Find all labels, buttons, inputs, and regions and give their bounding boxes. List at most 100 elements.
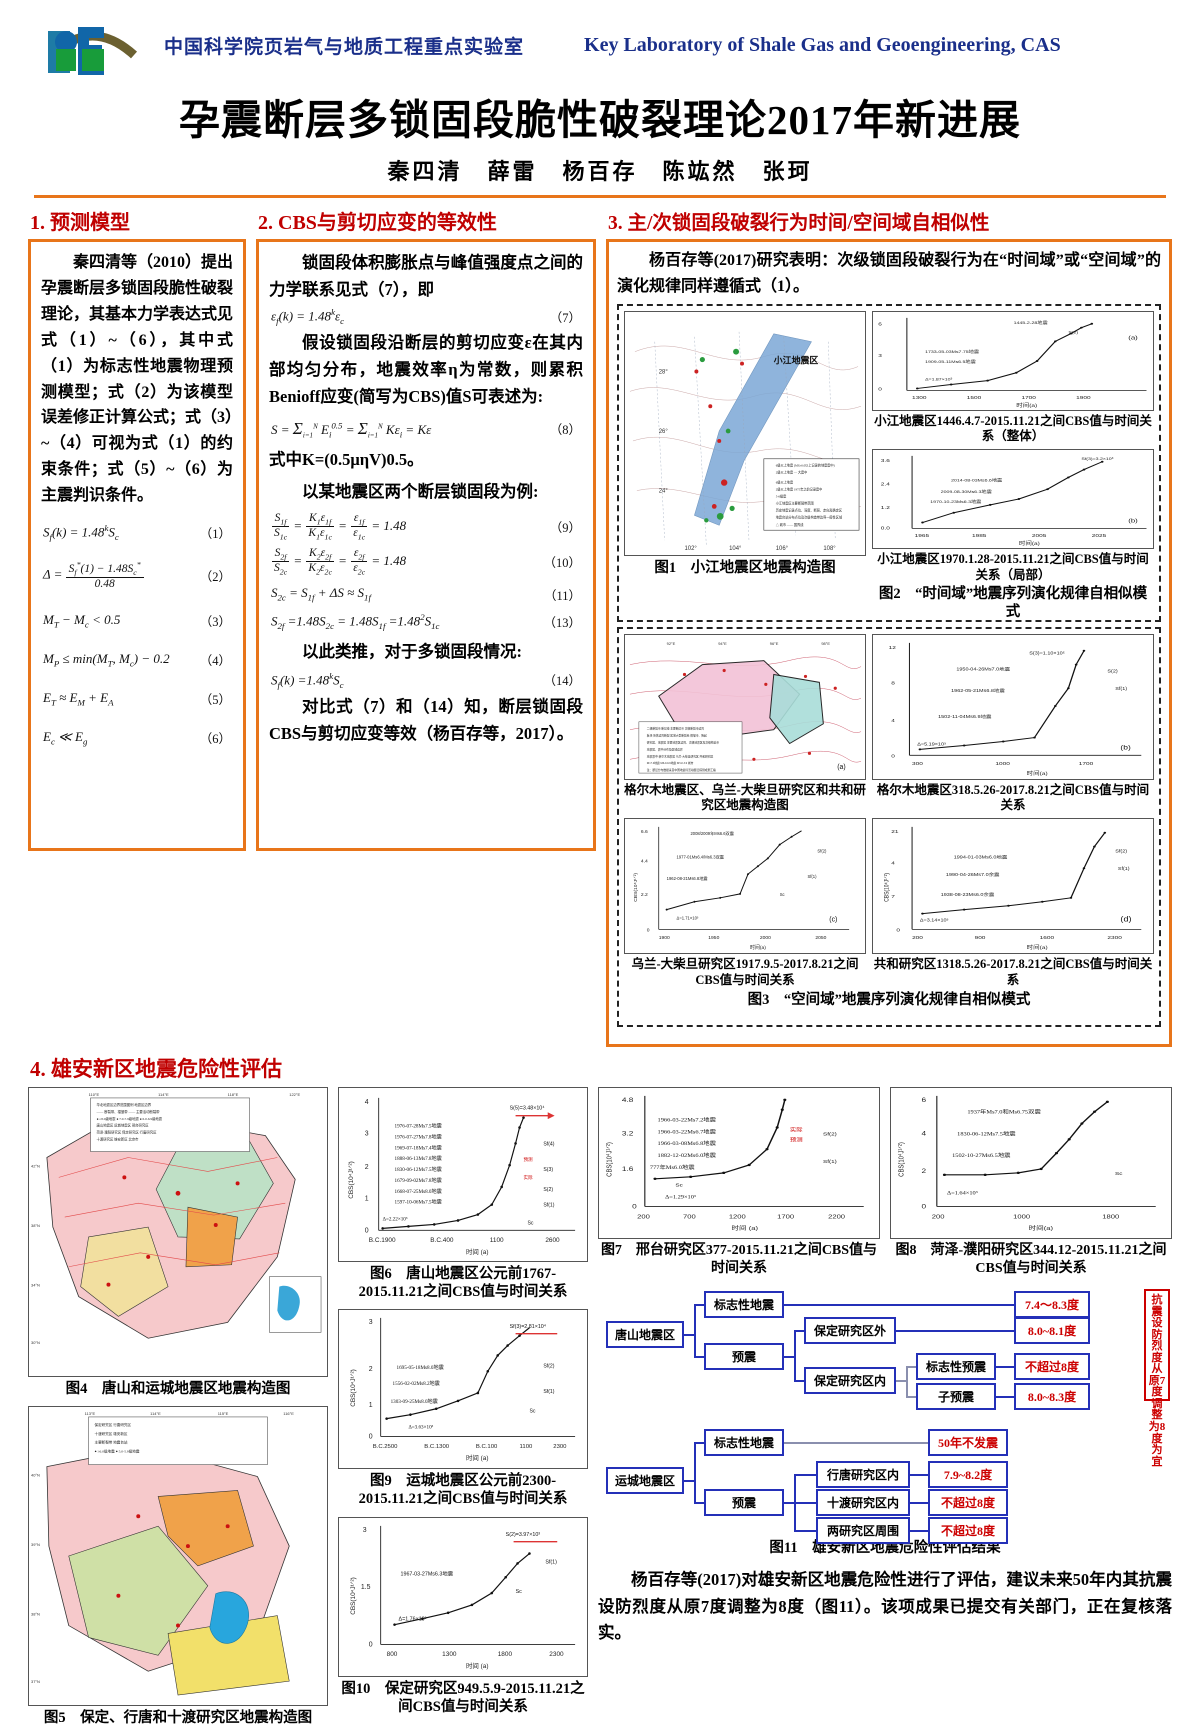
svg-text:小江地震区: 小江地震区 bbox=[773, 354, 819, 365]
svg-text:S(3)=1.10×10⁵: S(3)=1.10×10⁵ bbox=[1029, 651, 1065, 656]
svg-text:2200: 2200 bbox=[828, 1214, 845, 1220]
svg-text:注：断层分布数据来自中国地震局活动断层探测成果汇编: 注：断层分布数据来自中国地震局活动断层探测成果汇编 bbox=[647, 768, 716, 772]
svg-text:Sf(3)=3.2×10³: Sf(3)=3.2×10³ bbox=[1081, 456, 1114, 460]
figure-2-group: 小江地震区 28° 26° 24° 102° 104° 106° 108° bbox=[617, 303, 1161, 622]
svg-text:800: 800 bbox=[387, 1651, 398, 1658]
fc-node-sub-foreshock[interactable]: 子预震 bbox=[916, 1383, 996, 1410]
fc-node-foreshock-1[interactable]: 预震 bbox=[704, 1343, 784, 1370]
figure-2b-chart: 3.6 2.4 1.2 0.0 1965 1985 2005 2025 时间(a… bbox=[872, 449, 1154, 550]
figure-6-chart: 4 3 2 1 0 CBS(10⁴J¹ᐟ²) B.C.1900 B.C.400 … bbox=[338, 1087, 588, 1262]
fc-node-marker-foreshock[interactable]: 标志性预震 bbox=[916, 1353, 996, 1380]
svg-text:900: 900 bbox=[975, 936, 986, 941]
svg-text:116°E: 116°E bbox=[283, 1411, 294, 1416]
section-2-p5: 以此类推，对于多锁固段情况: bbox=[302, 641, 522, 661]
figure-3d-block: 21 4 7 0 200 900 1600 2300 时间(a) CBS(1 bbox=[872, 818, 1154, 988]
svg-text:1700: 1700 bbox=[777, 1214, 794, 1220]
section-4-charts-right: 4.8 3.2 1.6 0 CBS(10⁴J¹ᐟ²) 200 700 1200 … bbox=[598, 1087, 1172, 1646]
svg-text:Δ=1.76×10³: Δ=1.76×10³ bbox=[399, 1616, 427, 1622]
section-1-paragraph: 秦四清等（2010）提出孕震断层多锁固段脆性破裂理论，其基本力学表达式见式（1）… bbox=[41, 254, 234, 505]
svg-text:1500: 1500 bbox=[967, 396, 981, 401]
svg-text:(a): (a) bbox=[1128, 335, 1138, 341]
svg-text:实际: 实际 bbox=[524, 1174, 534, 1181]
fc-value-2: 8.0~8.1度 bbox=[1014, 1317, 1090, 1344]
svg-text:1700: 1700 bbox=[1021, 396, 1035, 401]
svg-text:0: 0 bbox=[922, 1202, 927, 1210]
svg-text:十渡研究区 雄安新区 北京市: 十渡研究区 雄安新区 北京市 bbox=[97, 1137, 140, 1142]
svg-text:0: 0 bbox=[647, 927, 650, 933]
figure-3c-chart: 6.6 4.4 2.2 0 1900 1950 2000 2050 时间(a) bbox=[624, 818, 866, 955]
svg-text:Δ=1.64×10³: Δ=1.64×10³ bbox=[947, 1191, 978, 1196]
section-4-columns: 华北地震区边界范围图例 地震区边界 —— 断裂带、褶皱带 —— 主要活动断裂带 … bbox=[28, 1087, 1172, 1727]
fc-node-xingtang[interactable]: 行唐研究区内 bbox=[816, 1461, 910, 1488]
svg-text:时间 (a): 时间 (a) bbox=[466, 1661, 489, 1670]
figure-3d-chart: 21 4 7 0 200 900 1600 2300 时间(a) CBS(1 bbox=[872, 818, 1154, 955]
fc-node-around-two-zones[interactable]: 两研究区周围 bbox=[816, 1517, 910, 1544]
svg-text:114°E: 114°E bbox=[158, 1092, 169, 1097]
svg-text:2600: 2600 bbox=[545, 1237, 560, 1244]
svg-text:8: 8 bbox=[891, 681, 895, 686]
fc-node-marker-quake-2[interactable]: 标志性地震 bbox=[704, 1429, 784, 1456]
figure-10-caption: 图10 保定研究区949.5.9-2015.11.21之间CBS值与时间关系 bbox=[341, 1680, 585, 1715]
svg-text:2050: 2050 bbox=[815, 935, 826, 941]
svg-text:Sf(3)=2.81×10⁴: Sf(3)=2.81×10⁴ bbox=[510, 1324, 547, 1330]
figure-7-caption: 图7 邢台研究区377-2015.11.21之间CBS值与时间关系 bbox=[600, 1243, 878, 1276]
fc-node-shidu[interactable]: 十渡研究区内 bbox=[816, 1489, 910, 1516]
svg-text:二级断裂带 断层线 主要断层带 次级断裂带边界: 二级断裂带 断层线 主要断层带 次级断裂带边界 bbox=[647, 727, 704, 731]
svg-text:1937年Ms7.0和Ms6.75双震: 1937年Ms7.0和Ms6.75双震 bbox=[967, 1108, 1041, 1115]
column-2: 2. CBS与剪切应变的等效性 锁固段体积膨胀点与峰值强度点之间的力学联系见式（… bbox=[256, 200, 596, 851]
svg-text:94°E: 94°E bbox=[718, 641, 727, 646]
svg-text:Sc: Sc bbox=[527, 1220, 533, 1226]
svg-text:Sf(2): Sf(2) bbox=[817, 849, 827, 854]
svg-text:地震区、震中分布及区域边界: 地震区、震中分布及区域边界 bbox=[647, 747, 683, 751]
svg-text:2300: 2300 bbox=[549, 1651, 564, 1658]
svg-text:3: 3 bbox=[369, 1319, 373, 1326]
svg-text:38°N: 38°N bbox=[31, 1223, 40, 1228]
svg-text:1962-05-21Ms6.8地震: 1962-05-21Ms6.8地震 bbox=[951, 688, 1005, 694]
equation-11: S2c = S1f + ΔS ≈ S1f （11） bbox=[271, 585, 581, 604]
svg-text:3.2: 3.2 bbox=[622, 1129, 633, 1137]
svg-text:Sf(2): Sf(2) bbox=[1115, 849, 1127, 854]
figure-3b-block: 12 8 4 0 300 1000 1700 时间(a) CBS(10⁴J¹ᐟ²… bbox=[872, 633, 1154, 814]
equation-1: Sf(k) = 1.48kSc （1） bbox=[43, 523, 231, 543]
svg-text:1733-05-03Ms7.75地震: 1733-05-03Ms7.75地震 bbox=[925, 349, 979, 355]
svg-text:1556-02-02Ms8.2地震: 1556-02-02Ms8.2地震 bbox=[393, 1379, 440, 1387]
lab-name-cn: 中国科学院页岩气与地质工程重点实验室 bbox=[164, 36, 525, 58]
fc-node-yuncheng[interactable]: 运城地震区 bbox=[606, 1467, 684, 1494]
svg-text:Sf(2): Sf(2) bbox=[823, 1132, 837, 1137]
svg-text:1000: 1000 bbox=[1013, 1214, 1030, 1220]
svg-text:时间(a): 时间(a) bbox=[1028, 1224, 1053, 1232]
svg-text:1950: 1950 bbox=[708, 935, 719, 941]
svg-text:CBS(10⁴J¹ᐟ²): CBS(10⁴J¹ᐟ²) bbox=[898, 1142, 906, 1177]
svg-text:96°E: 96°E bbox=[770, 641, 779, 646]
svg-text:B.C.100: B.C.100 bbox=[476, 1445, 498, 1451]
figure-3-group: 二级断裂带 断层线 主要断层带 次级断裂带边界 板块 块体边界断裂 区域大型断裂… bbox=[617, 626, 1161, 1027]
svg-text:保定研究区 行唐研究区: 保定研究区 行唐研究区 bbox=[95, 1422, 132, 1427]
fc-node-foreshock-2[interactable]: 预震 bbox=[704, 1489, 784, 1516]
svg-text:1962-08-21Ms6.8地震: 1962-08-21Ms6.8地震 bbox=[667, 875, 708, 881]
equation-4: MP ≤ min(MT, Mc) − 0.2 （4） bbox=[43, 651, 231, 669]
svg-text:700: 700 bbox=[683, 1214, 696, 1220]
svg-text:预测: 预测 bbox=[790, 1136, 803, 1143]
svg-text:1700: 1700 bbox=[1079, 762, 1093, 767]
column-3: 3. 主/次锁固段破裂行为时间/空间域自相似性 杨百存等(2017)研究表明：次… bbox=[606, 200, 1172, 1047]
svg-text:1909-05-11Ms6.5地震: 1909-05-11Ms6.5地震 bbox=[925, 359, 976, 365]
svg-text:6级以上地震 (MS≥6.0以上记录的地震震中): 6级以上地震 (MS≥6.0以上记录的地震震中) bbox=[776, 463, 835, 468]
figure-4-map: 华北地震区边界范围图例 地震区边界 —— 断裂带、褶皱带 —— 主要活动断裂带 … bbox=[28, 1087, 328, 1377]
svg-text:39°N: 39°N bbox=[31, 1542, 40, 1547]
fc-node-tangshan[interactable]: 唐山地震区 bbox=[606, 1321, 684, 1348]
section-4: 4. 雄安新区地震危险性评估 bbox=[28, 1053, 1172, 1727]
equation-7: εf(k) = 1.48kεc （7） bbox=[271, 307, 581, 327]
svg-text:1600: 1600 bbox=[1040, 936, 1054, 941]
fc-node-inside-baoding[interactable]: 保定研究区内 bbox=[804, 1367, 896, 1394]
section-2-box: 锁固段体积膨胀点与峰值强度点之间的力学联系见式（7），即 εf(k) = 1.4… bbox=[256, 239, 596, 851]
svg-text:● ≥8.0级地震 ● 7.0-7.9级地震 ● 6.0: ● ≥8.0级地震 ● 7.0-7.9级地震 ● 6.0-6.9级地震 bbox=[97, 1116, 163, 1121]
svg-text:30°N: 30°N bbox=[31, 1340, 40, 1345]
svg-text:S(2): S(2) bbox=[543, 1187, 553, 1193]
svg-text:3.6: 3.6 bbox=[881, 458, 890, 463]
svg-text:113°E: 113°E bbox=[85, 1411, 96, 1416]
section-2-p1: 锁固段体积膨胀点与峰值强度点之间的力学联系见式（7），即 bbox=[269, 253, 583, 299]
equation-13: S2f =1.48S2c = 1.48S1f =1.482S1c （13） bbox=[271, 611, 581, 631]
svg-text:● ≥6.0级地震 ● 5.0-5.9级地震: ● ≥6.0级地震 ● 5.0-5.9级地震 bbox=[95, 1449, 140, 1454]
fc-node-marker-quake-1[interactable]: 标志性地震 bbox=[704, 1291, 784, 1318]
fc-node-outside-baoding[interactable]: 保定研究区外 bbox=[804, 1317, 896, 1344]
